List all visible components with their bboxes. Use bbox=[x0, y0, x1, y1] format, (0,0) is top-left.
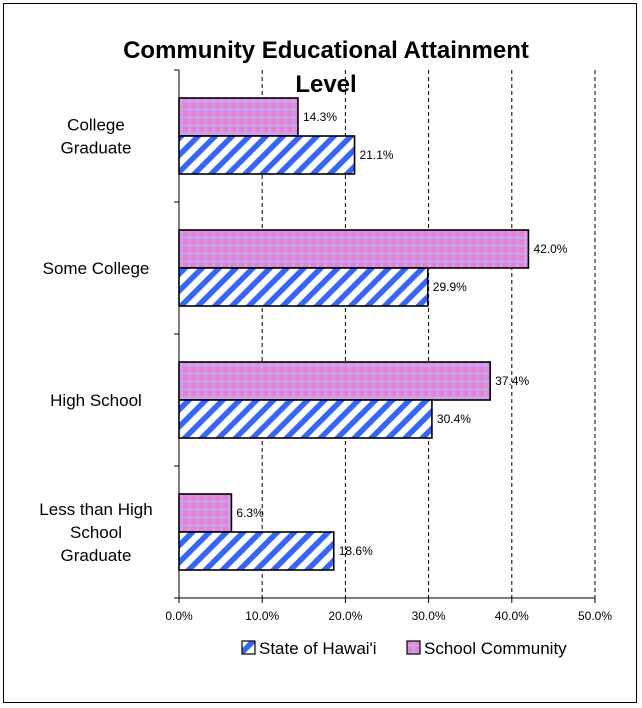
category-label: Less than High School Graduate bbox=[39, 500, 152, 565]
data-label: 37.4% bbox=[495, 374, 529, 388]
bar-chart: Community Educational Attainment Level C… bbox=[39, 37, 612, 658]
bar bbox=[178, 361, 491, 401]
bar bbox=[178, 267, 429, 307]
legend-entry: State of Hawai'i bbox=[259, 639, 377, 658]
x-tick-label: 0.0% bbox=[165, 609, 193, 623]
chart-frame: Community Educational Attainment Level C… bbox=[3, 3, 637, 703]
bar bbox=[178, 229, 530, 269]
chart-title-line-1: Community Educational Attainment bbox=[123, 37, 529, 64]
bar bbox=[178, 493, 233, 533]
category-label: High School bbox=[50, 391, 142, 410]
x-tick-label: 30.0% bbox=[412, 609, 446, 623]
category-labels: College Graduate Some College High School Le… bbox=[39, 116, 152, 566]
bar bbox=[178, 531, 335, 571]
data-label: 42.0% bbox=[533, 242, 567, 256]
data-labels: 14.3% 21.1% 42.0% 29.9% 37.4% 30.4% 6.3% 18.6% bbox=[236, 110, 567, 558]
x-tick-label: 20.0% bbox=[328, 609, 362, 623]
data-label: 30.4% bbox=[437, 412, 471, 426]
legend-swatch bbox=[241, 640, 256, 655]
data-label: 21.1% bbox=[360, 148, 394, 162]
chart-title-line-2: Level bbox=[295, 71, 356, 98]
x-tick-label: 50.0% bbox=[578, 609, 612, 623]
axes bbox=[174, 69, 596, 603]
legend-swatch bbox=[406, 640, 421, 655]
bar bbox=[178, 399, 433, 439]
bar bbox=[178, 97, 299, 137]
x-tick-label: 10.0% bbox=[245, 609, 279, 623]
legend-entry: School Community bbox=[424, 639, 567, 658]
legend: State of Hawai'i School Community bbox=[241, 639, 567, 658]
category-label: Some College bbox=[43, 259, 150, 278]
bar bbox=[178, 135, 356, 175]
data-label: 29.9% bbox=[433, 280, 467, 294]
data-label: 6.3% bbox=[236, 506, 264, 520]
data-label: 18.6% bbox=[339, 544, 373, 558]
bars bbox=[178, 97, 530, 571]
x-tick-labels: 0.0% 10.0% 20.0% 30.0% 40.0% 50.0% bbox=[165, 609, 612, 623]
data-label: 14.3% bbox=[303, 110, 337, 124]
x-tick-label: 40.0% bbox=[495, 609, 529, 623]
category-label: College Graduate bbox=[61, 116, 132, 158]
